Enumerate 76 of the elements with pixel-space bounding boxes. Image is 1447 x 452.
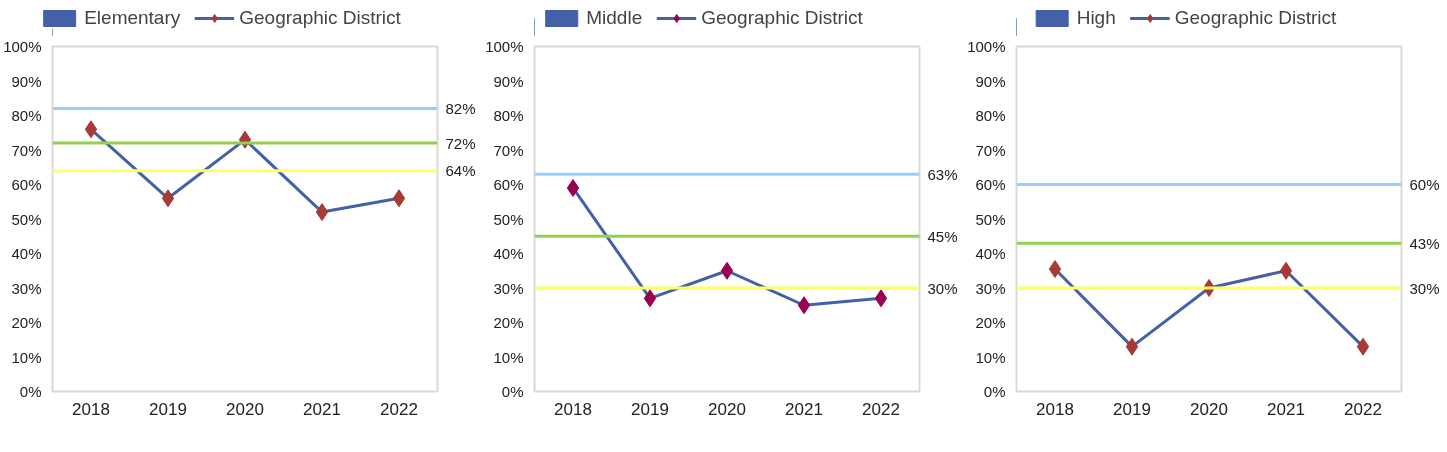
y-tick-label: 90% bbox=[493, 72, 524, 90]
x-tick-label: 2022 bbox=[1344, 399, 1382, 419]
y-tick-label: 30% bbox=[11, 279, 42, 297]
y-tick-label: 70% bbox=[975, 141, 1006, 159]
ref-line-label: 82% bbox=[445, 100, 476, 118]
y-tick-label: 80% bbox=[493, 107, 524, 124]
point bbox=[1279, 261, 1293, 280]
y-tick-label: 10% bbox=[11, 348, 42, 366]
x-tick-label: 2018 bbox=[72, 399, 110, 419]
y-tick-label: 40% bbox=[975, 245, 1006, 262]
y-tick-label: 50% bbox=[493, 210, 524, 228]
point bbox=[161, 189, 175, 208]
y-tick-label: 0% bbox=[501, 383, 524, 400]
x-tick-label: 2021 bbox=[1267, 399, 1305, 419]
point bbox=[315, 203, 329, 222]
point bbox=[566, 178, 580, 197]
y-tick-label: 100% bbox=[3, 38, 42, 55]
y-tick-label: 90% bbox=[975, 72, 1006, 90]
y-tick-label: 50% bbox=[11, 210, 42, 228]
y-tick-label: 20% bbox=[975, 314, 1006, 331]
x-tick-label: 2022 bbox=[380, 399, 418, 419]
y-tick-label: 90% bbox=[11, 72, 42, 90]
ref-line-label: 30% bbox=[1409, 279, 1440, 297]
x-tick-label: 2018 bbox=[554, 399, 592, 419]
y-tick-label: 60% bbox=[11, 176, 42, 193]
y-tick-label: 0% bbox=[19, 383, 42, 400]
ref-line-label: 72% bbox=[445, 134, 476, 152]
legend-label: Geographic District bbox=[1174, 7, 1337, 29]
y-tick-label: 100% bbox=[967, 38, 1006, 55]
ref-line-label: 43% bbox=[1409, 234, 1440, 252]
ref-line-label: 60% bbox=[1409, 176, 1440, 193]
y-tick-label: 20% bbox=[11, 314, 42, 331]
y-tick-label: 60% bbox=[493, 176, 524, 193]
y-tick-label: 0% bbox=[983, 383, 1006, 400]
x-tick-label: 2020 bbox=[708, 399, 746, 419]
y-tick-label: 10% bbox=[493, 348, 524, 366]
y-tick-label: 80% bbox=[11, 107, 42, 124]
y-tick-label: 50% bbox=[975, 210, 1006, 228]
x-tick-label: 2018 bbox=[1036, 399, 1074, 419]
ref-line-label: 45% bbox=[927, 227, 958, 245]
y-tick-label: 100% bbox=[485, 38, 524, 55]
y-tick-label: 60% bbox=[975, 176, 1006, 193]
y-tick-label: 40% bbox=[493, 245, 524, 262]
y-tick-label: 70% bbox=[493, 141, 524, 159]
point bbox=[643, 289, 657, 308]
point bbox=[1125, 337, 1139, 356]
y-tick-label: 70% bbox=[11, 141, 42, 159]
x-tick-label: 2020 bbox=[226, 399, 264, 419]
legend-label: High bbox=[1076, 7, 1116, 29]
point bbox=[1048, 260, 1062, 279]
y-tick-label: 30% bbox=[493, 279, 524, 297]
point bbox=[84, 120, 98, 139]
legend-label: Middle bbox=[586, 7, 643, 29]
ref-line-label: 30% bbox=[927, 279, 958, 297]
legend-label: Elementary bbox=[84, 7, 181, 29]
point bbox=[1356, 337, 1370, 356]
ref-line-label: 64% bbox=[445, 162, 476, 180]
y-tick-label: 80% bbox=[975, 107, 1006, 124]
y-tick-label: 40% bbox=[11, 245, 42, 262]
x-tick-label: 2019 bbox=[631, 399, 669, 419]
x-tick-label: 2021 bbox=[303, 399, 341, 419]
x-tick-label: 2022 bbox=[862, 399, 900, 419]
ref-line-label: 63% bbox=[927, 165, 958, 183]
legend-label: Geographic District bbox=[701, 7, 863, 29]
point bbox=[797, 296, 811, 315]
y-tick-label: 10% bbox=[975, 348, 1006, 366]
x-tick-label: 2020 bbox=[1190, 399, 1228, 419]
y-tick-label: 20% bbox=[493, 314, 524, 331]
point bbox=[392, 189, 406, 208]
point bbox=[720, 261, 734, 280]
y-tick-label: 30% bbox=[975, 279, 1006, 297]
point bbox=[874, 289, 888, 308]
x-tick-label: 2021 bbox=[785, 399, 823, 419]
x-tick-label: 2019 bbox=[1113, 399, 1151, 419]
x-tick-label: 2019 bbox=[149, 399, 187, 419]
legend-label: Geographic District bbox=[239, 7, 401, 29]
